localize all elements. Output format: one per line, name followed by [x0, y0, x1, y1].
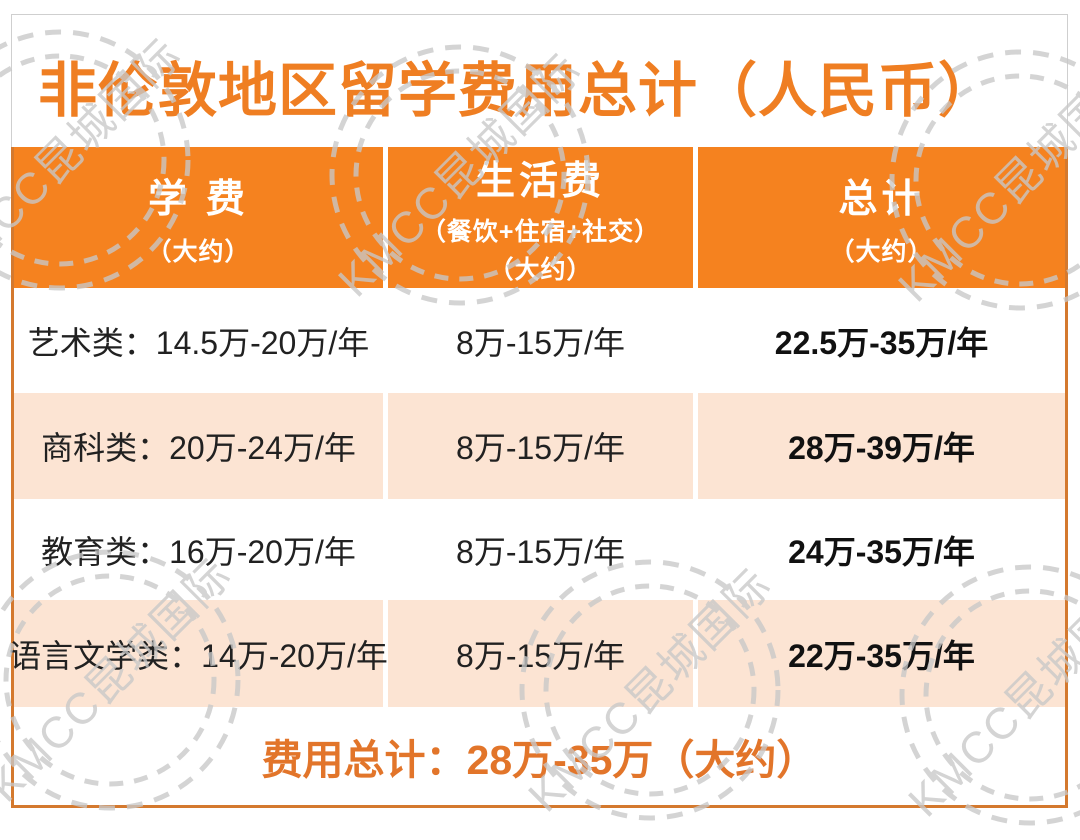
header-tuition-label: 学 费 — [148, 177, 249, 221]
cost-table-grid: 学 费 （大约） 生活费 （餐饮+住宿+社交） （大约） 总计 （大约） 艺术类… — [9, 147, 1065, 805]
header-total: 总计 （大约） — [698, 147, 1065, 288]
cell-education-living: 8万-15万/年 — [456, 533, 625, 570]
cell-business-living: 8万-15万/年 — [388, 393, 693, 499]
header-living-detail: （餐饮+住宿+社交） — [420, 217, 661, 246]
cost-table-frame: 非伦敦地区留学费用总计（人民币） 学 费 （大约） 生活费 （餐饮+住宿+社交）… — [9, 14, 1068, 808]
grand-total-row: 费用总计：28万-35万（大约） — [261, 737, 818, 783]
cell-art-total: 22.5万-35万/年 — [774, 324, 989, 361]
cell-business-tuition: 商科类：20万-24万/年 — [14, 393, 383, 499]
cell-education-total: 24万-35万/年 — [788, 533, 975, 570]
cell-language-total: 22万-35万/年 — [698, 600, 1065, 707]
cell-business-total: 28万-39万/年 — [698, 393, 1065, 499]
header-living-note: （大约） — [488, 255, 593, 284]
cell-art-tuition: 艺术类：14.5万-20万/年 — [27, 324, 370, 361]
cell-education-tuition: 教育类：16万-20万/年 — [41, 533, 356, 570]
page-title: 非伦敦地区留学费用总计（人民币） — [38, 58, 999, 124]
cell-art-living: 8万-15万/年 — [456, 324, 625, 361]
header-living: 生活费 （餐饮+住宿+社交） （大约） — [388, 147, 693, 288]
cell-language-tuition: 语言文学类：14万-20万/年 — [9, 600, 388, 707]
header-total-label: 总计 — [838, 177, 925, 221]
header-tuition: 学 费 （大约） — [14, 147, 383, 288]
cell-language-living: 8万-15万/年 — [388, 600, 693, 707]
header-tuition-note: （大约） — [146, 237, 251, 266]
cost-table: 学 费 （大约） 生活费 （餐饮+住宿+社交） （大约） 总计 （大约） 艺术类… — [9, 147, 1068, 808]
header-total-note: （大约） — [829, 237, 934, 266]
header-living-label: 生活费 — [475, 159, 605, 203]
